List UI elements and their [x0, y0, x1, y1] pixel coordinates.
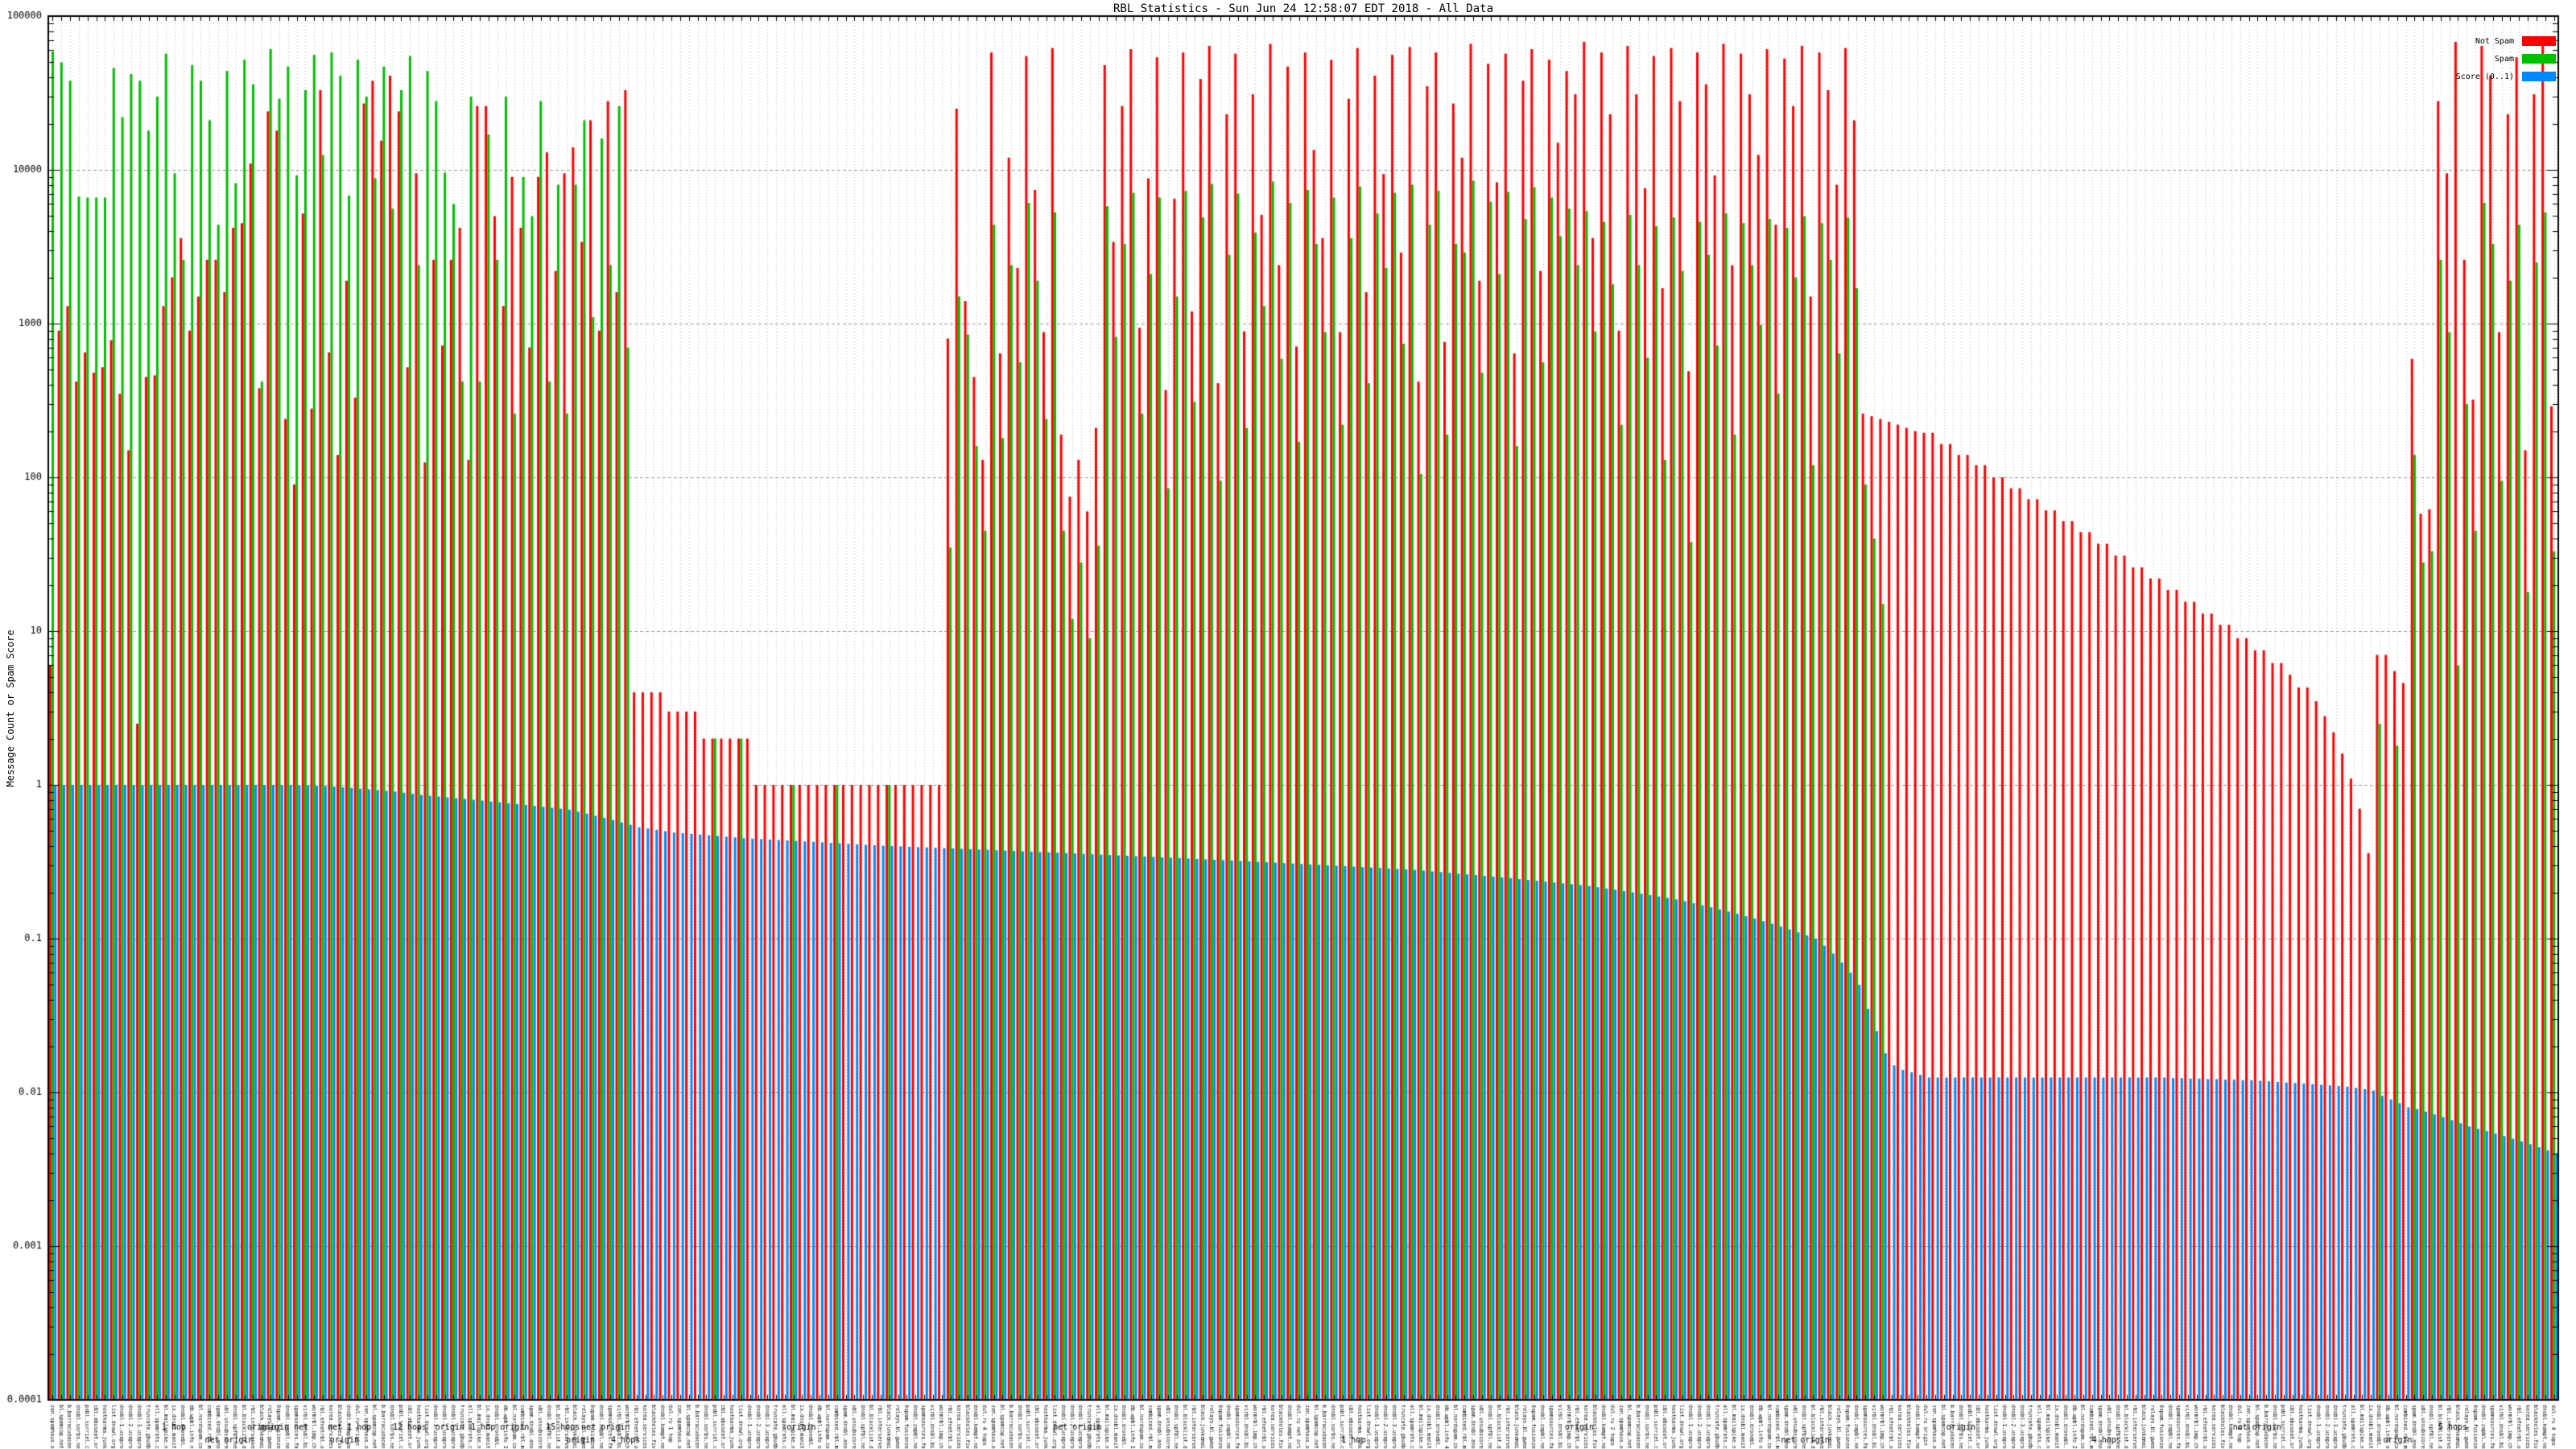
legend-item-not-spam: Not Spam: [2456, 32, 2556, 50]
y-axis-label: Message Count or Spam Score: [5, 630, 16, 787]
legend-label-score: Score (0..1): [2455, 72, 2514, 81]
legend-label-not-spam: Not Spam: [2475, 36, 2514, 46]
legend: Not Spam Spam Score (0..1): [2456, 32, 2556, 85]
legend-item-score: Score (0..1): [2456, 68, 2556, 85]
legend-item-spam: Spam: [2456, 50, 2556, 68]
legend-swatch-spam: [2522, 54, 2556, 64]
legend-swatch-score: [2522, 72, 2556, 81]
legend-swatch-not-spam: [2522, 36, 2556, 46]
legend-label-spam: Spam: [2494, 54, 2514, 64]
chart-title: RBL Statistics - Sun Jun 24 12:58:07 EDT…: [1113, 2, 1493, 15]
